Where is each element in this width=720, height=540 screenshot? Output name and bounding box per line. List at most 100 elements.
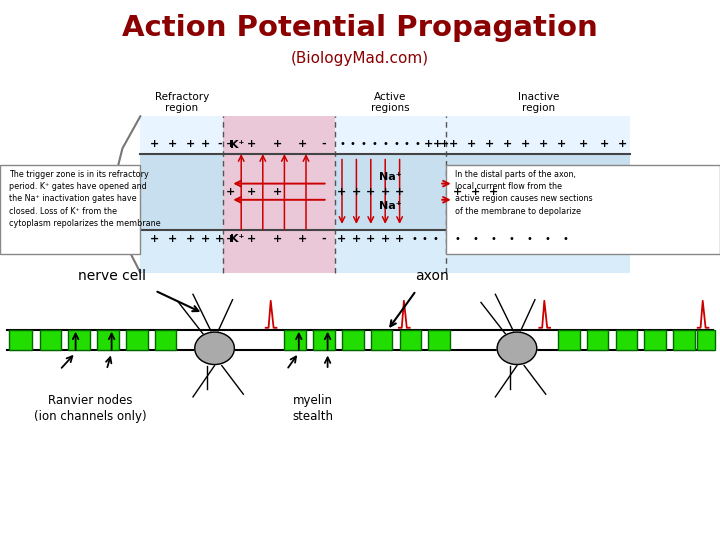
Text: +: +: [381, 187, 390, 197]
Text: +: +: [503, 139, 512, 149]
Text: +: +: [395, 187, 404, 197]
Text: +: +: [168, 234, 177, 244]
Text: +: +: [338, 187, 346, 197]
Text: -: -: [322, 139, 326, 149]
Text: Action Potential Propagation: Action Potential Propagation: [122, 14, 598, 42]
Text: (BiologyMad.com): (BiologyMad.com): [291, 51, 429, 66]
Text: +: +: [352, 234, 361, 244]
Text: nerve cell: nerve cell: [78, 269, 145, 284]
Text: •: •: [508, 234, 514, 244]
Bar: [697, 330, 715, 350]
Text: +: +: [521, 139, 530, 149]
Text: +: +: [449, 139, 458, 149]
FancyBboxPatch shape: [446, 165, 720, 254]
Bar: [428, 330, 450, 350]
Text: •: •: [490, 234, 496, 244]
Text: K⁺: K⁺: [230, 139, 245, 150]
Text: +: +: [201, 234, 210, 244]
Text: +: +: [248, 187, 256, 197]
Text: +: +: [433, 139, 441, 149]
Bar: [313, 330, 335, 350]
Text: +: +: [226, 234, 235, 244]
Bar: [371, 330, 392, 350]
Bar: [644, 330, 666, 350]
Text: •: •: [350, 139, 356, 149]
Text: •: •: [393, 139, 399, 149]
Text: -: -: [322, 234, 326, 244]
Text: +: +: [150, 139, 159, 149]
Text: +: +: [338, 234, 346, 244]
Text: +: +: [440, 139, 449, 149]
Text: +: +: [248, 139, 256, 149]
Bar: [126, 330, 148, 350]
Text: axon: axon: [415, 269, 449, 284]
Text: +: +: [381, 234, 390, 244]
Bar: [155, 330, 176, 350]
Bar: [616, 330, 637, 350]
Text: +: +: [395, 234, 404, 244]
Text: +: +: [539, 139, 548, 149]
Bar: [97, 330, 119, 350]
Ellipse shape: [194, 332, 235, 365]
Text: The trigger zone is in its refractory
period. K⁺ gates have opened and
the Na⁺ i: The trigger zone is in its refractory pe…: [9, 170, 161, 228]
Text: •: •: [544, 234, 550, 244]
Text: +: +: [453, 187, 462, 197]
Bar: [223, 116, 335, 273]
Text: +: +: [489, 187, 498, 197]
Text: +: +: [579, 139, 588, 149]
Text: •: •: [454, 234, 460, 244]
Text: +: +: [273, 234, 282, 244]
FancyBboxPatch shape: [0, 165, 140, 254]
Bar: [140, 230, 630, 273]
Text: +: +: [201, 139, 210, 149]
Text: +: +: [471, 187, 480, 197]
Bar: [40, 330, 61, 350]
Text: myelin
stealth: myelin stealth: [293, 394, 333, 423]
Text: Inactive
region: Inactive region: [518, 92, 559, 113]
Text: •: •: [382, 139, 388, 149]
Text: +: +: [485, 139, 494, 149]
Text: +: +: [600, 139, 609, 149]
Text: +: +: [557, 139, 566, 149]
Text: +: +: [298, 234, 307, 244]
Text: •: •: [526, 234, 532, 244]
Text: •: •: [472, 234, 478, 244]
Text: Refractory
region: Refractory region: [155, 92, 209, 113]
Text: +: +: [467, 139, 476, 149]
Bar: [9, 330, 32, 350]
Text: •: •: [562, 234, 568, 244]
Bar: [140, 116, 630, 154]
Text: •: •: [404, 139, 410, 149]
Text: Na⁺: Na⁺: [379, 172, 402, 182]
Text: Ranvier nodes
(ion channels only): Ranvier nodes (ion channels only): [34, 394, 146, 423]
Text: +: +: [366, 187, 375, 197]
Text: •: •: [433, 234, 438, 244]
Text: +: +: [298, 139, 307, 149]
Bar: [673, 330, 695, 350]
Text: •: •: [415, 139, 420, 149]
Ellipse shape: [498, 332, 537, 365]
Text: +: +: [273, 139, 282, 149]
Text: +: +: [226, 187, 235, 197]
Text: •: •: [372, 139, 377, 149]
Text: +: +: [215, 234, 224, 244]
Text: •: •: [339, 139, 345, 149]
Bar: [558, 330, 580, 350]
Text: +: +: [248, 234, 256, 244]
Text: •: •: [361, 139, 366, 149]
Bar: [68, 330, 90, 350]
Text: +: +: [168, 139, 177, 149]
Bar: [140, 116, 630, 273]
Bar: [400, 330, 421, 350]
Bar: [342, 330, 364, 350]
Text: +: +: [366, 234, 375, 244]
Text: In the distal parts of the axon,
local current flow from the
active region cause: In the distal parts of the axon, local c…: [455, 170, 593, 215]
Bar: [587, 330, 608, 350]
Text: -: -: [217, 139, 222, 149]
Bar: [284, 330, 306, 350]
Text: +: +: [424, 139, 433, 149]
Text: +: +: [186, 234, 195, 244]
Text: •: •: [411, 234, 417, 244]
Text: +: +: [273, 187, 282, 197]
Text: +: +: [150, 234, 159, 244]
